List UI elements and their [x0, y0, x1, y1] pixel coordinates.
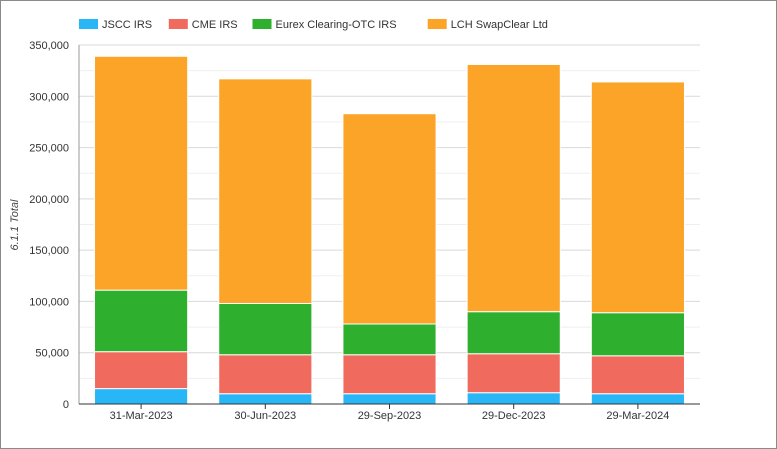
bar-segment[interactable] [590, 81, 685, 314]
bar-segment[interactable] [466, 353, 561, 394]
bar-segment[interactable] [94, 55, 189, 291]
bar-segment[interactable] [590, 355, 685, 395]
x-axis-ticks: 31-Mar-2023 30-Jun-2023 29-Sep-2023 29-Dec-… [110, 404, 669, 422]
legend: JSCC IRS CME IRS Eurex Clearing-OTC IRS LCH… [79, 19, 548, 31]
y-tick-label: 50,000 [35, 348, 69, 360]
bar-segment[interactable] [590, 312, 685, 357]
bar-segment[interactable] [218, 302, 313, 356]
x-tick-label: 29-Sep-2023 [358, 410, 422, 422]
bar-segment[interactable] [218, 354, 313, 395]
bar-segment[interactable] [94, 388, 189, 405]
bar-segment[interactable] [590, 393, 685, 405]
x-tick-label: 29-Mar-2024 [606, 410, 669, 422]
x-tick-label: 29-Dec-2023 [482, 410, 546, 422]
y-tick-label: 200,000 [29, 194, 69, 206]
legend-swatch [168, 19, 188, 29]
y-tick-label: 150,000 [29, 245, 69, 257]
bar-segment[interactable] [94, 351, 189, 390]
bar-segment[interactable] [218, 393, 313, 405]
y-axis-ticks: 0 50,000 100,000 150,000 200,000 250,000 300,0… [29, 40, 69, 411]
y-tick-label: 250,000 [29, 143, 69, 155]
legend-swatch [79, 19, 98, 29]
legend-swatch [252, 19, 272, 29]
bar-segment[interactable] [466, 392, 561, 405]
legend-label[interactable]: LCH SwapClear Ltd [451, 19, 548, 31]
bar-segment[interactable] [466, 63, 561, 313]
bars [94, 55, 685, 405]
y-tick-label: 0 [63, 399, 69, 411]
x-tick-label: 31-Mar-2023 [110, 410, 173, 422]
legend-label[interactable]: JSCC IRS [102, 19, 152, 31]
y-tick-label: 300,000 [29, 91, 69, 103]
bar-segment[interactable] [342, 323, 437, 356]
x-tick-label: 30-Jun-2023 [234, 410, 296, 422]
legend-swatch [427, 19, 447, 29]
y-tick-label: 350,000 [29, 40, 69, 52]
legend-label[interactable]: Eurex Clearing-OTC IRS [276, 19, 397, 31]
bar-segment[interactable] [466, 311, 561, 355]
y-axis-label: 6.1.1 Total [9, 199, 21, 251]
bar-segment[interactable] [218, 78, 313, 304]
bar-segment[interactable] [342, 354, 437, 395]
legend-label[interactable]: CME IRS [192, 19, 238, 31]
bar-segment[interactable] [342, 113, 437, 325]
y-tick-label: 100,000 [29, 296, 69, 308]
bar-segment[interactable] [94, 289, 189, 353]
bar-segment[interactable] [342, 393, 437, 405]
